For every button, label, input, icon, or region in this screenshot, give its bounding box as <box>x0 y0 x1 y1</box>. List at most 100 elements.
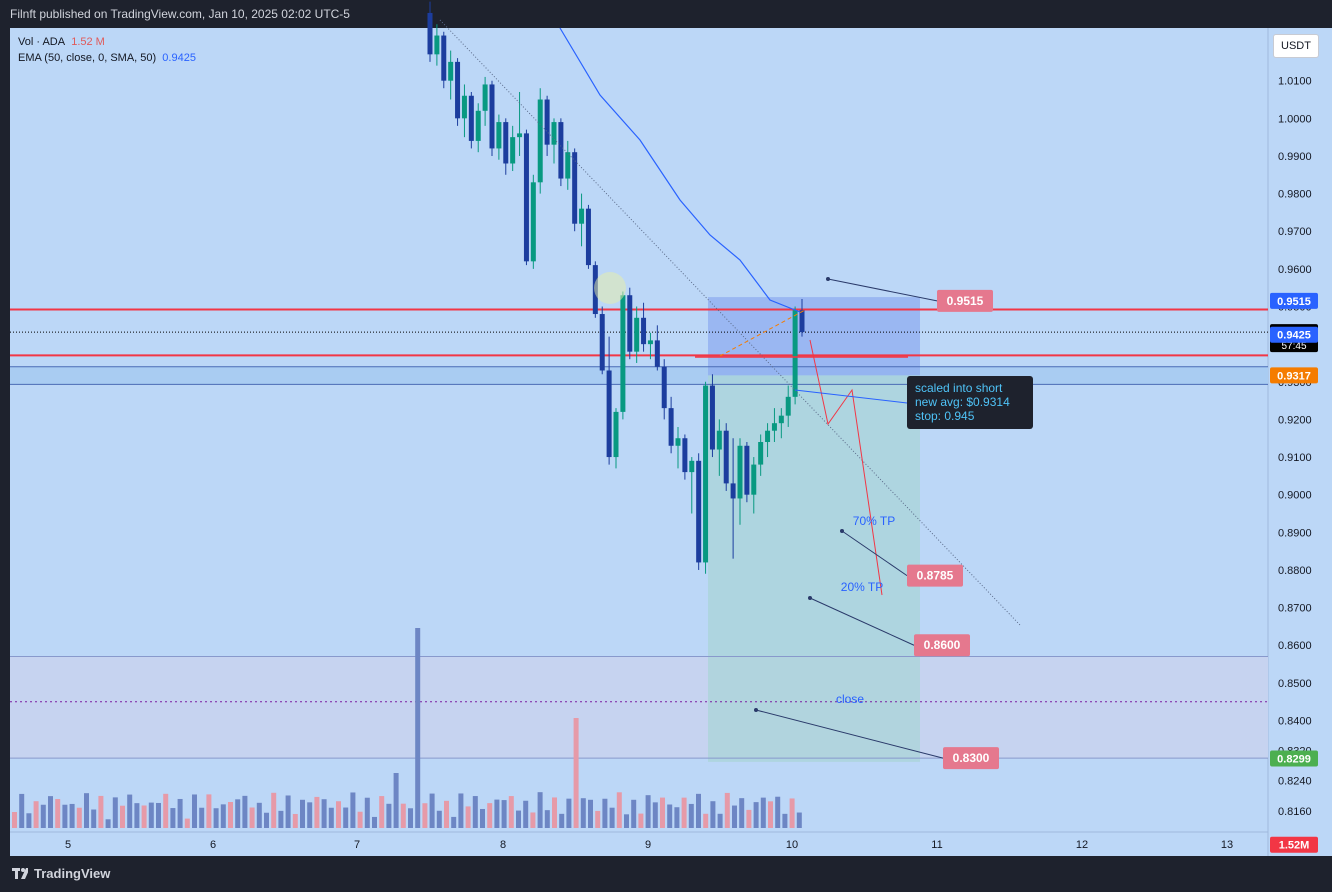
volume-bar <box>451 816 457 828</box>
time-tick-label: 9 <box>645 839 651 851</box>
candle-body <box>744 445 750 495</box>
candle-body <box>661 366 667 409</box>
volume-bar <box>134 803 140 828</box>
candle-body <box>613 411 619 458</box>
candle-body <box>579 208 585 224</box>
price-tick-label: 0.9700 <box>1278 226 1312 238</box>
price-axis-badge <box>1270 750 1318 767</box>
candle-body <box>530 182 536 262</box>
volume-bar <box>465 806 471 828</box>
callout-box <box>943 747 999 770</box>
candle-body <box>627 295 633 352</box>
candle-body <box>468 95 474 141</box>
volume-bar <box>170 808 176 828</box>
candle-body <box>565 152 571 179</box>
volume-bar <box>775 796 781 828</box>
currency-unit-button[interactable]: USDT <box>1273 34 1319 58</box>
price-axis-badge <box>1270 367 1318 384</box>
candle-body <box>641 317 647 345</box>
candle-body <box>572 152 578 224</box>
price-tick-label: 0.9200 <box>1278 414 1312 426</box>
price-tick-label: 1.0100 <box>1278 76 1312 88</box>
candle-body <box>510 137 516 164</box>
note-pointer <box>794 389 908 404</box>
price-axis-badge <box>1270 836 1318 853</box>
chart-legend: Vol · ADA 1.52 M EMA (50, close, 0, SMA,… <box>18 34 196 66</box>
volume-bar <box>732 805 737 828</box>
callout-line <box>809 597 915 646</box>
volume-bar <box>264 812 269 828</box>
price-tick-label: 0.9600 <box>1278 264 1312 276</box>
volume-bar <box>177 798 183 828</box>
volume-bar <box>256 802 262 828</box>
volume-bar <box>69 803 75 828</box>
callout-price: 0.9515 <box>947 294 984 308</box>
volume-bar <box>660 797 665 828</box>
highlight-marker <box>594 272 626 304</box>
volume-bar <box>501 800 507 828</box>
volume-bar <box>429 793 435 828</box>
trade-note-line: stop: 0.945 <box>915 409 975 423</box>
candle-body <box>751 464 757 495</box>
volume-bar <box>760 797 766 828</box>
time-axis-background <box>10 832 1268 856</box>
price-tick-label: 0.8700 <box>1278 603 1312 615</box>
volume-bar <box>393 773 399 828</box>
volume-bar <box>422 803 428 828</box>
volume-bar <box>156 802 161 828</box>
volume-bar <box>364 797 370 828</box>
volume-bar <box>400 803 406 828</box>
time-tick-label: 12 <box>1076 839 1088 851</box>
volume-bar <box>357 811 363 828</box>
callout-line <box>841 530 908 577</box>
volume-bar <box>436 810 442 828</box>
volume-bar <box>228 801 233 828</box>
volume-bar <box>141 805 147 828</box>
ema-legend: EMA (50, close, 0, SMA, 50) 0.9425 <box>18 50 196 66</box>
volume-bar <box>350 792 356 828</box>
tradingview-mark-icon <box>12 867 28 879</box>
candle-body <box>496 122 502 149</box>
volume-bar <box>710 801 716 828</box>
callout-anchor <box>754 708 758 712</box>
candle-body <box>517 133 523 138</box>
publish-info: Filnft published on TradingView.com, Jan… <box>10 7 350 21</box>
candle-body <box>434 35 440 55</box>
callout-price: 0.8785 <box>917 569 954 583</box>
time-tick-label: 5 <box>65 839 71 851</box>
volume-bar <box>408 808 413 828</box>
volume-bar <box>55 799 61 828</box>
time-tick-label: 7 <box>354 839 360 851</box>
volume-bar <box>33 801 39 828</box>
volume-bar <box>782 813 788 828</box>
volume-bar <box>573 718 579 828</box>
callout-line <box>827 278 938 302</box>
volume-bar <box>206 794 212 828</box>
volume-legend: Vol · ADA 1.52 M <box>18 34 196 50</box>
volume-bar <box>314 796 320 828</box>
take-profit-70-label: 70% TP <box>853 514 895 528</box>
volume-bar <box>739 798 745 828</box>
volume-bar <box>717 813 723 828</box>
volume-bar <box>638 813 644 828</box>
volume-bar <box>213 808 219 828</box>
ema-legend-label: EMA (50, close, 0, SMA, 50) <box>18 52 157 64</box>
volume-bar <box>753 802 759 828</box>
price-tick-label: 0.8800 <box>1278 565 1312 577</box>
volume-bar <box>19 793 25 828</box>
candle-body <box>537 99 543 183</box>
candle-body <box>585 208 591 266</box>
price-tick-label: 0.8160 <box>1278 806 1312 818</box>
candle-body <box>647 340 653 345</box>
callout-anchor <box>826 277 830 281</box>
volume-bar <box>602 798 608 828</box>
volume-bar <box>494 799 500 828</box>
volume-bar <box>537 792 543 828</box>
volume-bar <box>624 814 629 828</box>
volume-bar <box>271 792 277 828</box>
volume-bar <box>235 799 241 828</box>
volume-legend-label: Vol · ADA <box>18 36 66 48</box>
price-axis-badge-text: 0.9317 <box>1277 370 1311 382</box>
take-profit-zone <box>708 375 920 762</box>
